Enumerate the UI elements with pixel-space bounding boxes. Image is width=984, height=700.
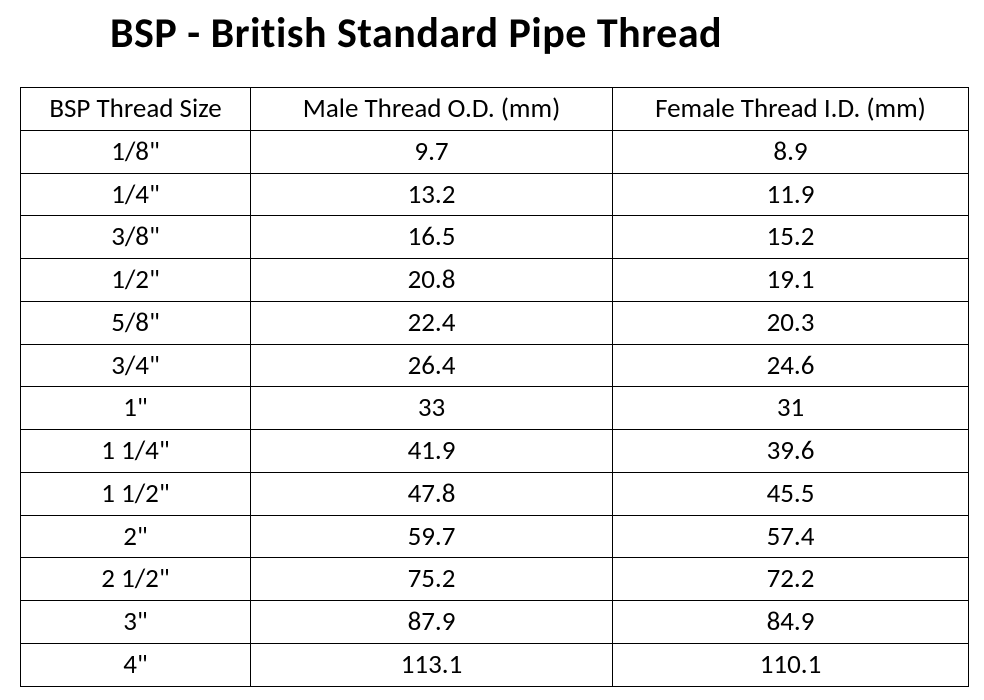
cell-female: 72.2	[613, 558, 969, 601]
cell-female: 110.1	[613, 643, 969, 686]
cell-male: 9.7	[251, 130, 613, 173]
table-row: 3" 87.9 84.9	[21, 601, 969, 644]
table-header: BSP Thread Size Male Thread O.D. (mm) Fe…	[21, 88, 969, 131]
cell-size: 3"	[21, 601, 251, 644]
cell-female: 45.5	[613, 472, 969, 515]
cell-male: 20.8	[251, 259, 613, 302]
cell-size: 2"	[21, 515, 251, 558]
cell-size: 1/8"	[21, 130, 251, 173]
cell-size: 1/4"	[21, 173, 251, 216]
cell-size: 4"	[21, 643, 251, 686]
table-body: 1/8" 9.7 8.9 1/4" 13.2 11.9 3/8" 16.5 15…	[21, 130, 969, 686]
cell-size: 1 1/2"	[21, 472, 251, 515]
cell-size: 3/8"	[21, 216, 251, 259]
table-row: 1" 33 31	[21, 387, 969, 430]
table-row: 1 1/4" 41.9 39.6	[21, 430, 969, 473]
cell-size: 1"	[21, 387, 251, 430]
cell-female: 57.4	[613, 515, 969, 558]
table-row: 3/8" 16.5 15.2	[21, 216, 969, 259]
table-header-row: BSP Thread Size Male Thread O.D. (mm) Fe…	[21, 88, 969, 131]
cell-female: 20.3	[613, 301, 969, 344]
cell-male: 13.2	[251, 173, 613, 216]
cell-male: 113.1	[251, 643, 613, 686]
table-row: 3/4" 26.4 24.6	[21, 344, 969, 387]
table-container: BSP Thread Size Male Thread O.D. (mm) Fe…	[20, 87, 968, 687]
col-header-female: Female Thread I.D. (mm)	[613, 88, 969, 131]
cell-size: 2 1/2"	[21, 558, 251, 601]
cell-size: 1 1/4"	[21, 430, 251, 473]
col-header-male: Male Thread O.D. (mm)	[251, 88, 613, 131]
cell-female: 84.9	[613, 601, 969, 644]
cell-male: 33	[251, 387, 613, 430]
cell-female: 8.9	[613, 130, 969, 173]
table-row: 2 1/2" 75.2 72.2	[21, 558, 969, 601]
cell-male: 41.9	[251, 430, 613, 473]
cell-male: 22.4	[251, 301, 613, 344]
table-row: 1/4" 13.2 11.9	[21, 173, 969, 216]
page-title: BSP - British Standard Pipe Thread	[110, 8, 984, 59]
bsp-thread-table: BSP Thread Size Male Thread O.D. (mm) Fe…	[20, 87, 969, 687]
table-row: 1 1/2" 47.8 45.5	[21, 472, 969, 515]
cell-male: 16.5	[251, 216, 613, 259]
cell-male: 75.2	[251, 558, 613, 601]
table-row: 1/8" 9.7 8.9	[21, 130, 969, 173]
cell-male: 87.9	[251, 601, 613, 644]
cell-female: 19.1	[613, 259, 969, 302]
cell-size: 1/2"	[21, 259, 251, 302]
page: BSP - British Standard Pipe Thread BSP T…	[0, 0, 984, 700]
cell-male: 59.7	[251, 515, 613, 558]
cell-male: 47.8	[251, 472, 613, 515]
cell-female: 31	[613, 387, 969, 430]
table-row: 5/8" 22.4 20.3	[21, 301, 969, 344]
cell-male: 26.4	[251, 344, 613, 387]
cell-female: 11.9	[613, 173, 969, 216]
table-row: 1/2" 20.8 19.1	[21, 259, 969, 302]
cell-female: 15.2	[613, 216, 969, 259]
table-row: 4" 113.1 110.1	[21, 643, 969, 686]
cell-female: 24.6	[613, 344, 969, 387]
cell-size: 3/4"	[21, 344, 251, 387]
table-row: 2" 59.7 57.4	[21, 515, 969, 558]
col-header-size: BSP Thread Size	[21, 88, 251, 131]
cell-size: 5/8"	[21, 301, 251, 344]
cell-female: 39.6	[613, 430, 969, 473]
